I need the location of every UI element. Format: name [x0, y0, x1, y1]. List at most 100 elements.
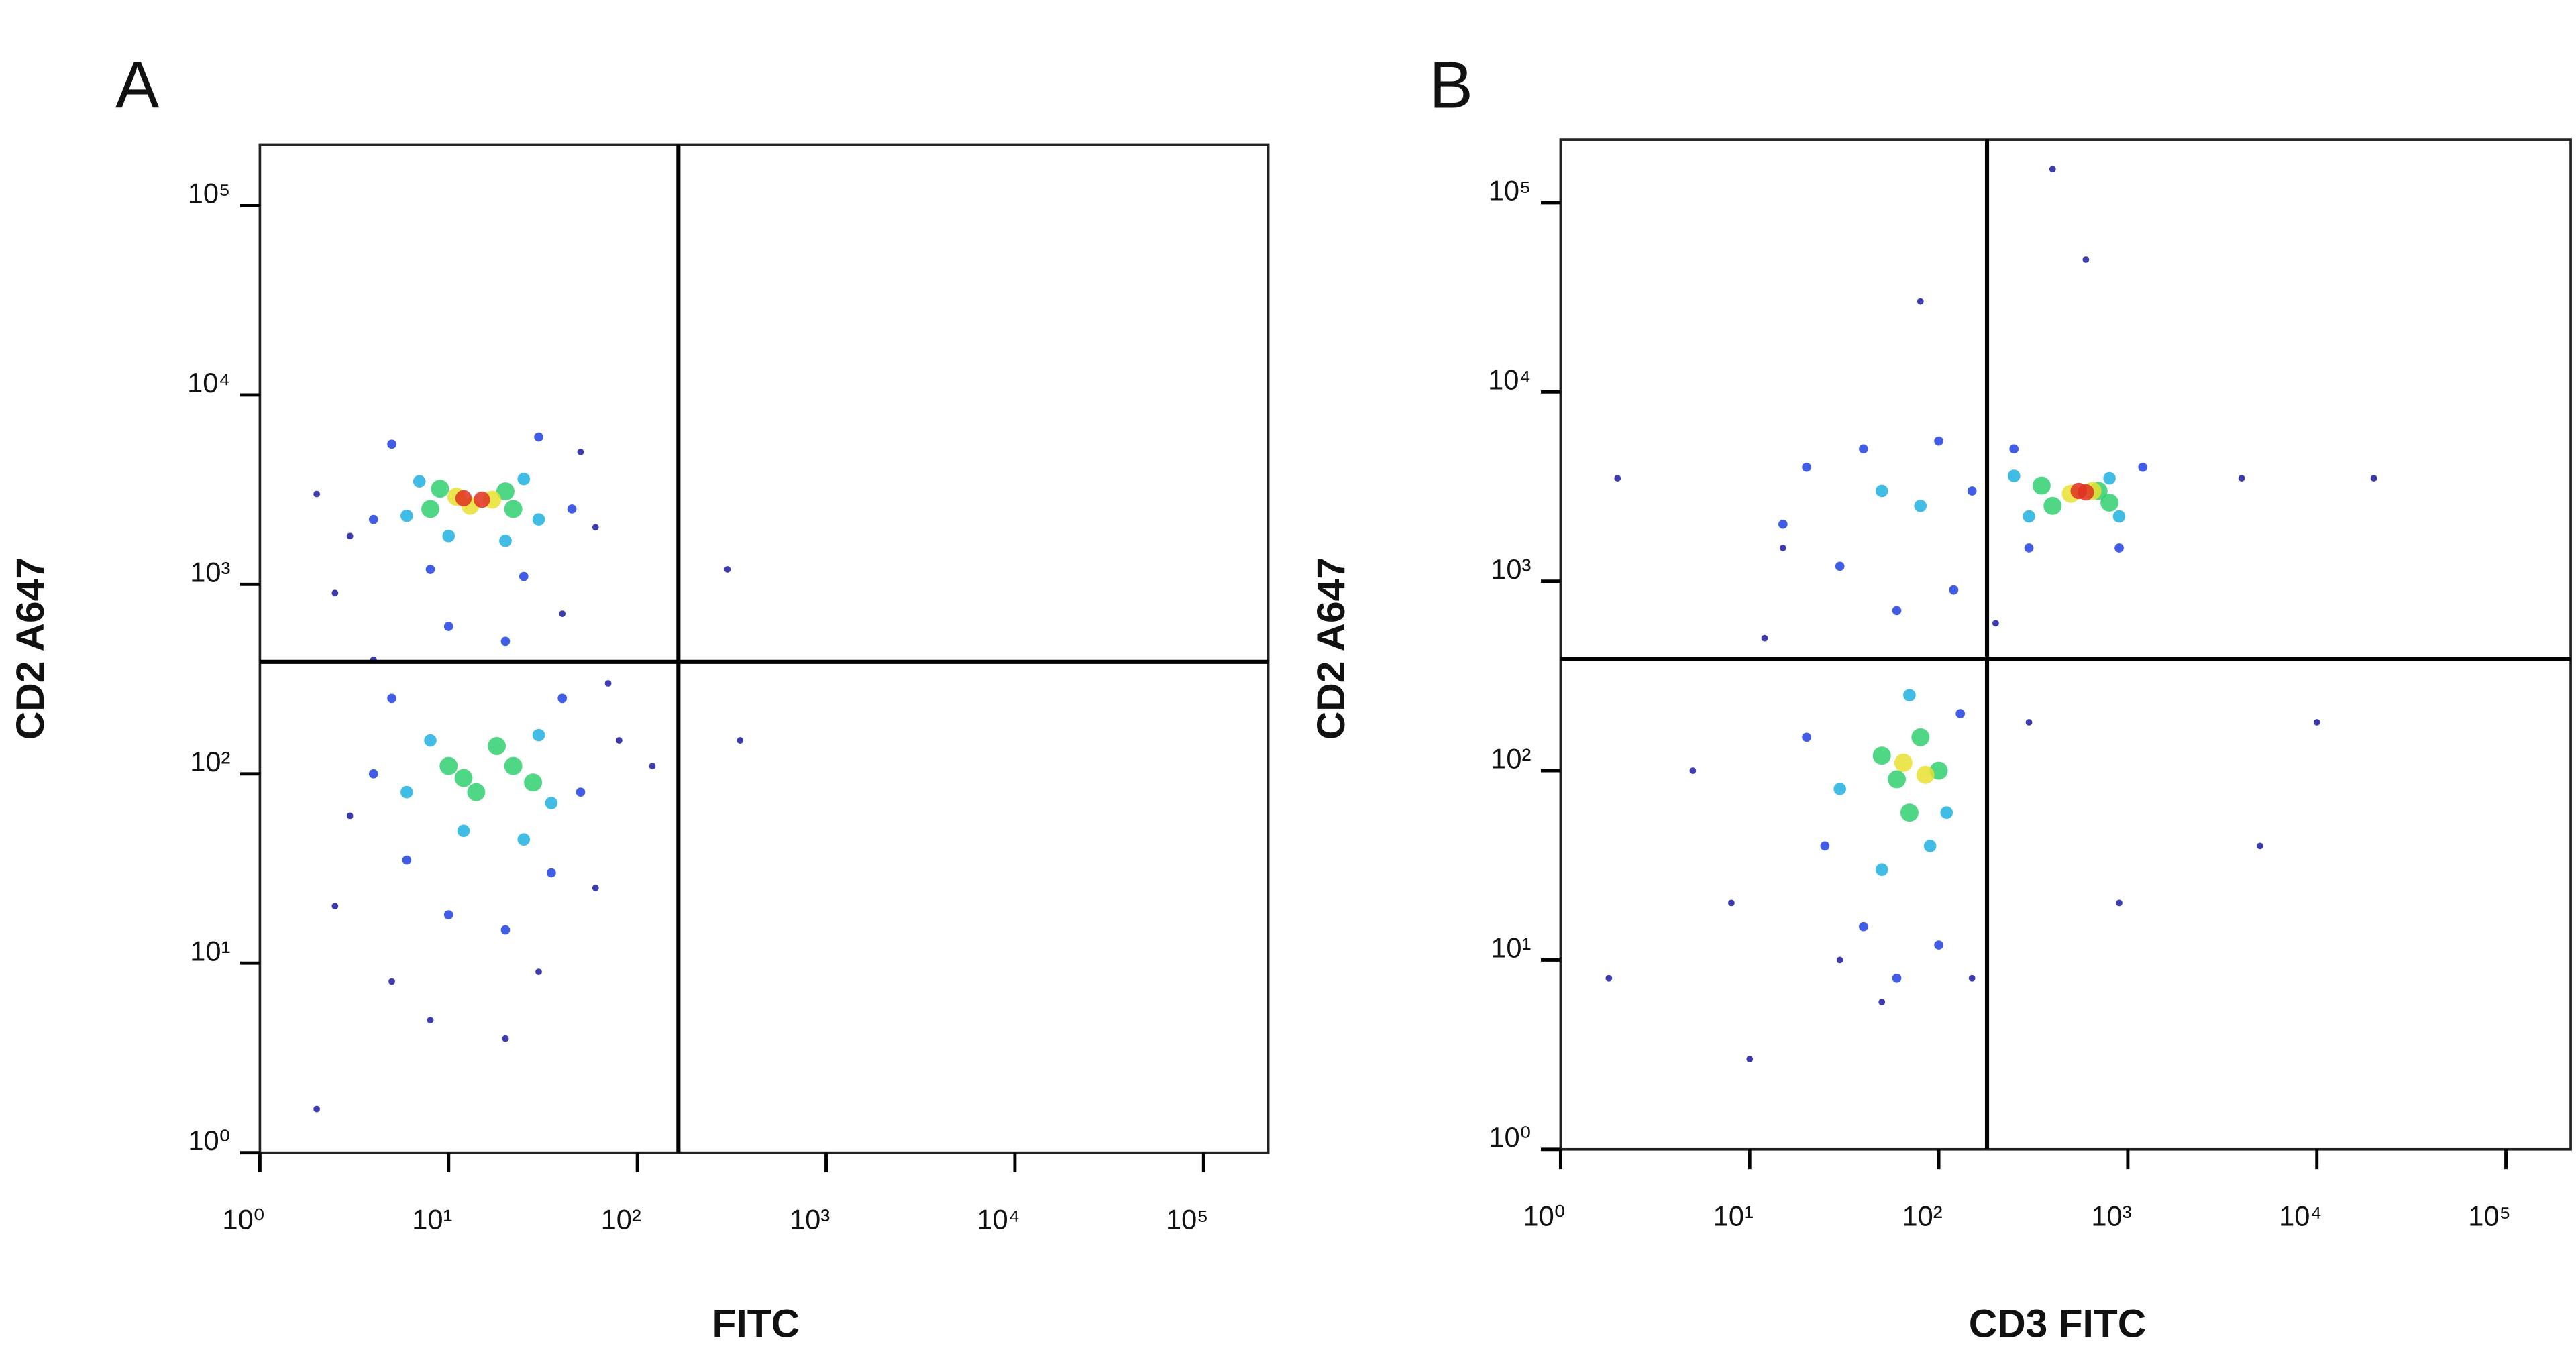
panel-label: A: [115, 48, 160, 122]
point: [2370, 475, 2377, 482]
x-tick-label: 10¹: [412, 1203, 452, 1235]
point: [547, 868, 556, 878]
point: [1820, 841, 1830, 851]
point: [454, 769, 473, 787]
point: [1859, 444, 1868, 454]
y-tick-label: 10³: [190, 557, 230, 588]
point: [1949, 585, 1959, 595]
point: [442, 529, 455, 543]
point: [517, 472, 531, 486]
y-axis-label: CD2 A647: [1309, 557, 1353, 740]
point: [519, 571, 529, 581]
point: [496, 482, 515, 501]
point: [499, 534, 512, 547]
point: [532, 728, 545, 742]
point: [439, 756, 458, 775]
point: [2043, 496, 2062, 515]
point: [368, 514, 378, 524]
panel-label: B: [1430, 48, 1473, 122]
point: [457, 824, 470, 838]
x-axis-label: CD3 FITC: [1969, 1302, 2146, 1346]
point: [1802, 462, 1811, 472]
point: [1761, 634, 1768, 642]
y-tick-label: 10⁰: [1489, 1121, 1531, 1153]
point: [1903, 689, 1916, 701]
point: [1888, 770, 1907, 789]
x-tick-label: 10⁰: [1523, 1200, 1565, 1232]
point: [1967, 486, 1977, 496]
point: [2023, 510, 2035, 523]
point: [2100, 494, 2119, 512]
point: [1911, 728, 1930, 746]
point: [2049, 166, 2056, 173]
point: [2112, 510, 2126, 523]
point: [1878, 999, 1886, 1005]
point: [1892, 606, 1902, 616]
point: [387, 693, 396, 704]
point: [2114, 543, 2124, 553]
x-tick-label: 10⁴: [2279, 1200, 2322, 1232]
y-axis-label: CD2 A647: [9, 557, 52, 740]
y-tick-label: 10²: [1491, 742, 1531, 774]
point: [400, 509, 413, 522]
point: [724, 566, 731, 573]
point: [2138, 462, 2148, 472]
point: [368, 769, 378, 779]
point: [2238, 475, 2245, 482]
point: [1934, 940, 1943, 950]
point: [1934, 436, 1943, 446]
point: [1894, 753, 1913, 772]
point: [500, 925, 511, 935]
points: [313, 432, 744, 1113]
x-tick-label: 10³: [2091, 1200, 2131, 1232]
point: [1875, 863, 1888, 876]
point: [1955, 709, 1966, 718]
y-tick-label: 10¹: [190, 936, 230, 967]
point: [576, 787, 586, 797]
point: [2103, 471, 2116, 485]
point: [1605, 974, 1613, 982]
point: [425, 565, 435, 574]
point: [504, 756, 523, 775]
point: [592, 884, 599, 891]
point: [2256, 842, 2263, 850]
point: [2025, 719, 2033, 726]
point: [1916, 765, 1935, 784]
point: [331, 589, 339, 597]
point: [1900, 803, 1919, 822]
y-tick-label: 10⁴: [187, 367, 230, 398]
point: [313, 490, 321, 498]
point: [557, 693, 568, 704]
point: [1859, 921, 1868, 932]
point: [1992, 620, 1999, 627]
point: [1778, 519, 1788, 529]
y-tick-label: 10³: [1491, 553, 1531, 585]
x-tick-label: 10³: [790, 1203, 830, 1235]
point: [2078, 484, 2094, 501]
point: [2116, 899, 2123, 907]
y-tick-label: 10⁵: [188, 178, 231, 209]
point: [545, 797, 558, 809]
point: [388, 978, 395, 985]
point: [427, 1017, 434, 1024]
point: [346, 532, 354, 540]
x-tick-label: 10¹: [1713, 1200, 1754, 1232]
x-tick-label: 10⁵: [1166, 1203, 1209, 1235]
point: [1833, 783, 1847, 795]
point: [2024, 543, 2034, 553]
point: [387, 439, 396, 449]
point: [1914, 500, 1927, 512]
point: [504, 500, 523, 518]
point: [443, 622, 453, 631]
point: [649, 763, 656, 769]
y-tick-label: 10⁵: [1489, 174, 1532, 206]
point: [577, 449, 584, 455]
point: [1923, 840, 1937, 852]
point: [2082, 256, 2090, 263]
point: [1746, 1056, 1754, 1062]
point: [331, 903, 339, 910]
point: [1875, 484, 1888, 498]
points: [1605, 166, 2377, 1062]
point: [604, 680, 612, 687]
